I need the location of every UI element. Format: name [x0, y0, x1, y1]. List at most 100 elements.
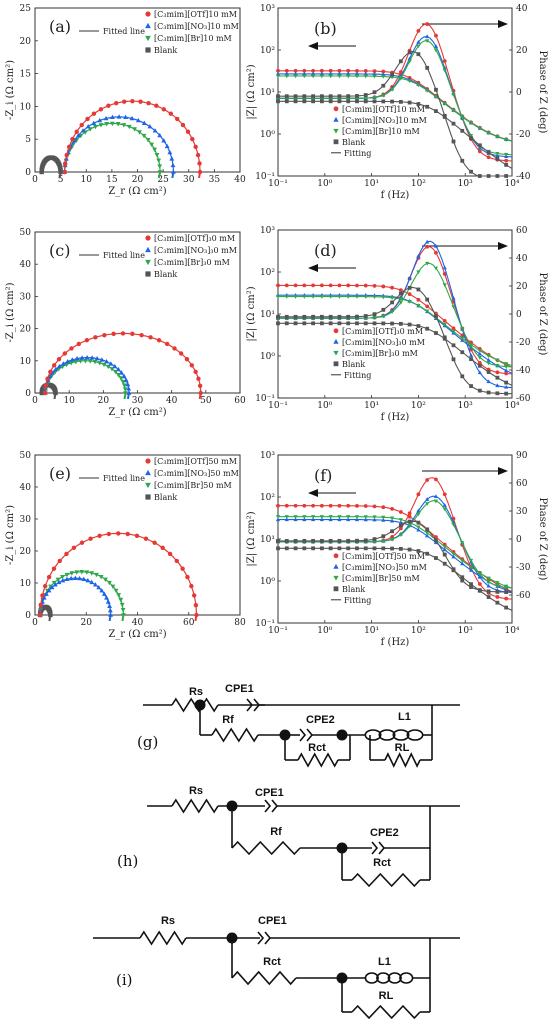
phase-point	[372, 537, 377, 542]
magnitude-point	[328, 68, 333, 73]
magnitude-point	[504, 368, 509, 373]
data-point	[60, 361, 66, 366]
fit-arc	[39, 532, 197, 616]
magnitude-fit-line	[278, 75, 513, 142]
legend-entry: [C₃mim][NO₃]₃0 mM	[342, 338, 425, 347]
x-tick-label: 80	[234, 618, 246, 628]
phase-point	[477, 360, 482, 365]
magnitude-point	[311, 99, 315, 104]
inductor-l1	[392, 729, 410, 741]
magnitude-point	[311, 295, 316, 299]
inductor-l1	[376, 972, 391, 984]
magnitude-point	[425, 88, 430, 93]
magnitude-point	[372, 71, 377, 76]
phase-point	[504, 585, 509, 590]
legend-marker	[145, 22, 151, 29]
magnitude-point	[477, 349, 482, 353]
magnitude-point	[293, 74, 298, 79]
magnitude-point	[276, 99, 280, 104]
data-point	[48, 369, 53, 375]
magnitude-point	[363, 283, 368, 288]
cpe1-label: CPE1	[258, 915, 287, 927]
legend-marker	[145, 11, 151, 17]
magnitude-point	[434, 556, 438, 560]
x-tick-label: 10³	[458, 179, 473, 189]
phase-point	[328, 538, 333, 543]
phase-point	[372, 316, 377, 320]
inductive-tail	[123, 392, 127, 400]
data-point	[93, 335, 98, 340]
fit-arc	[44, 357, 130, 394]
data-point	[106, 531, 112, 537]
magnitude-fit-line	[278, 505, 513, 593]
phase-point	[460, 158, 465, 163]
phase-point	[442, 68, 447, 73]
data-point	[157, 164, 163, 169]
magnitude-point	[389, 296, 395, 300]
x-tick-label: 10	[81, 175, 93, 185]
phase-point	[495, 589, 500, 594]
magnitude-point	[293, 515, 298, 519]
phase-point	[416, 253, 421, 258]
phase-point	[442, 265, 447, 270]
data-point	[76, 341, 82, 347]
phase-fit-line	[278, 51, 512, 177]
legend-marker	[145, 271, 151, 277]
phase-point	[495, 391, 500, 396]
data-point	[126, 124, 132, 130]
phase-point	[416, 270, 421, 275]
x-tick-label: 10¹	[364, 179, 379, 189]
data-point	[111, 331, 116, 337]
phase-point	[337, 94, 342, 99]
magnitude-point	[416, 102, 421, 106]
rs-label: Rs	[189, 686, 203, 698]
rct-label: Rct	[373, 857, 391, 869]
x-axis-label: Z_r (Ω cm²)	[108, 407, 166, 418]
magnitude-point	[469, 136, 473, 141]
data-point	[56, 579, 62, 585]
x-tick-label: 60	[234, 396, 246, 406]
phase-point	[425, 65, 430, 70]
magnitude-point	[504, 380, 509, 385]
data-point	[78, 359, 83, 364]
data-point	[55, 577, 61, 583]
data-point	[146, 101, 151, 106]
inductive-tail	[53, 392, 57, 400]
legend-entry: [C₃mim][Br]50 mM	[154, 481, 232, 490]
magnitude-point	[319, 99, 324, 104]
y-tick-label: 0	[25, 168, 31, 178]
legend-marker	[333, 106, 339, 112]
y-tick-label: 10⁰	[260, 352, 275, 362]
magnitude-point	[337, 295, 342, 299]
magnitude-point	[328, 546, 333, 551]
phase-point	[477, 355, 482, 360]
y-axis-label: |Z| (Ω cm²)	[246, 64, 257, 119]
data-point	[80, 128, 86, 133]
data-point	[122, 387, 128, 392]
magnitude-point	[302, 283, 307, 288]
data-point	[161, 138, 167, 143]
y2-axis-label: Phase of Z (deg)	[537, 51, 548, 134]
legend-entry: Blank	[154, 493, 177, 502]
magnitude-point	[495, 156, 500, 161]
y2-tick-label: 90	[516, 451, 528, 461]
inductive-tail	[171, 171, 175, 179]
x-tick-label: 10³	[458, 401, 473, 411]
data-point	[189, 583, 194, 589]
y2-axis-label: Phase of Z (deg)	[537, 498, 548, 581]
data-point	[185, 129, 191, 134]
magnitude-point	[284, 283, 289, 288]
phase-point	[442, 59, 447, 63]
data-point	[137, 130, 142, 135]
y2-tick-label: -40	[516, 366, 531, 376]
magnitude-point	[337, 283, 342, 288]
phase-point	[328, 314, 333, 319]
legend-entry: Blank	[342, 585, 365, 594]
data-point	[97, 361, 103, 366]
x-tick-label: 10⁻¹	[268, 626, 288, 636]
magnitude-point	[293, 99, 298, 104]
magnitude-point	[284, 546, 289, 551]
data-point	[77, 575, 83, 581]
fit-legend-label: Fitting	[344, 596, 371, 605]
magnitude-point	[319, 71, 324, 76]
